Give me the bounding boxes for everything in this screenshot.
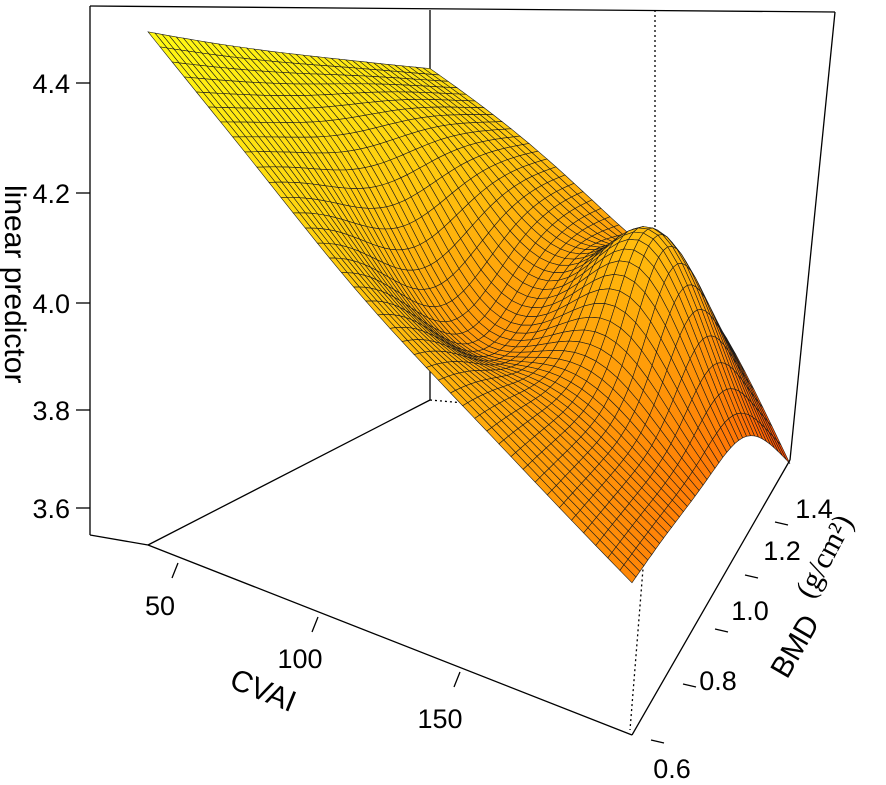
y-tick-label: 0.8 [699, 666, 737, 696]
y-tick-label: 1.4 [795, 494, 833, 524]
y-axis-title: BMD [764, 609, 826, 683]
surface-facet [619, 564, 637, 584]
x-axis-ticks [171, 562, 461, 688]
x-tick-label: 50 [145, 591, 175, 621]
z-tick-label: 4.2 [32, 179, 70, 209]
z-axis-ticks [76, 82, 90, 509]
z-tick-label: 4.0 [32, 289, 70, 319]
x-tick-label: 150 [417, 704, 462, 734]
surface-mesh [147, 31, 791, 584]
y-axis-ticks [650, 521, 789, 744]
z-tick-label: 3.6 [32, 494, 70, 524]
x-tick-label: 100 [277, 644, 322, 674]
y-tick-label: 0.6 [653, 754, 691, 784]
y-tick-label: 1.0 [731, 596, 769, 626]
z-tick-label: 3.8 [32, 396, 70, 426]
y-tick-label: 1.2 [763, 536, 801, 566]
z-tick-label: 4.4 [32, 69, 70, 99]
plot-box-front [89, 11, 836, 736]
z-axis-title: linear predictor [0, 185, 31, 383]
